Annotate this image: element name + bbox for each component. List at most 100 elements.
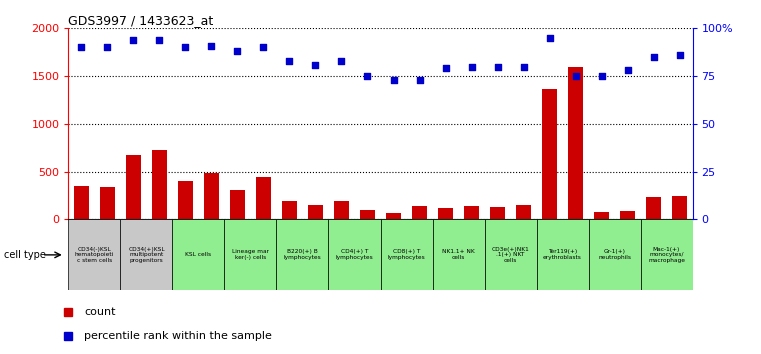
Text: Mac-1(+)
monocytes/
macrophage: Mac-1(+) monocytes/ macrophage [648, 247, 685, 263]
Text: GSM686648: GSM686648 [389, 219, 398, 261]
Bar [329, 219, 380, 290]
Point [231, 48, 244, 54]
Bar [537, 219, 588, 290]
Point [180, 45, 192, 50]
Bar [224, 219, 276, 290]
Text: GSM686654: GSM686654 [545, 219, 554, 261]
Point [492, 64, 504, 69]
Bar [463, 206, 479, 219]
Point [673, 52, 686, 58]
Point [387, 77, 400, 83]
Point [648, 54, 660, 60]
Point [283, 58, 295, 64]
Point [75, 45, 88, 50]
Bar [204, 173, 219, 219]
Point [466, 64, 478, 69]
Bar [542, 90, 557, 219]
Text: Lineage mar
ker(-) cells: Lineage mar ker(-) cells [232, 250, 269, 260]
Bar [333, 201, 349, 219]
Bar [178, 181, 193, 219]
Bar [588, 219, 641, 290]
Text: GSM686653: GSM686653 [519, 219, 528, 261]
Text: GSM686646: GSM686646 [337, 219, 346, 261]
Text: GSM686641: GSM686641 [207, 219, 216, 261]
Bar [100, 187, 116, 219]
Text: GDS3997 / 1433623_at: GDS3997 / 1433623_at [68, 14, 214, 27]
Bar [568, 67, 584, 219]
Text: B220(+) B
lymphocytes: B220(+) B lymphocytes [284, 250, 321, 260]
Text: GSM686645: GSM686645 [311, 219, 320, 261]
Point [595, 73, 607, 79]
Text: GSM686644: GSM686644 [285, 219, 294, 261]
Text: GSM686638: GSM686638 [129, 219, 138, 261]
Bar [432, 219, 485, 290]
Bar [619, 211, 635, 219]
Point [205, 43, 218, 48]
Text: GSM686656: GSM686656 [597, 219, 606, 261]
Bar [412, 206, 428, 219]
Text: Gr-1(+)
neutrophils: Gr-1(+) neutrophils [598, 250, 631, 260]
Text: GSM686637: GSM686637 [103, 219, 112, 261]
Bar [490, 207, 505, 219]
Point [310, 62, 322, 68]
Text: count: count [84, 307, 116, 317]
Point [517, 64, 530, 69]
Text: GSM686636: GSM686636 [77, 219, 86, 261]
Text: GSM686657: GSM686657 [623, 219, 632, 261]
Text: GSM686640: GSM686640 [181, 219, 190, 261]
Bar [307, 205, 323, 219]
Bar [120, 219, 173, 290]
Point [439, 65, 451, 71]
Point [336, 58, 348, 64]
Point [622, 68, 634, 73]
Text: GSM686651: GSM686651 [467, 219, 476, 261]
Point [569, 73, 581, 79]
Text: GSM686658: GSM686658 [649, 219, 658, 261]
Text: CD3e(+)NK1
.1(+) NKT
cells: CD3e(+)NK1 .1(+) NKT cells [492, 247, 530, 263]
Point [361, 73, 374, 79]
Text: NK1.1+ NK
cells: NK1.1+ NK cells [442, 250, 475, 260]
Bar [74, 186, 89, 219]
Text: GSM686639: GSM686639 [155, 219, 164, 261]
Bar [173, 219, 224, 290]
Bar [380, 219, 432, 290]
Point [543, 35, 556, 41]
Text: GSM686643: GSM686643 [259, 219, 268, 261]
Text: GSM686652: GSM686652 [493, 219, 502, 261]
Bar [645, 198, 661, 219]
Text: CD34(+)KSL
multipotent
progenitors: CD34(+)KSL multipotent progenitors [128, 247, 165, 263]
Bar [126, 155, 142, 219]
Bar [594, 212, 610, 219]
Text: GSM686659: GSM686659 [675, 219, 684, 261]
Bar [282, 201, 298, 219]
Text: CD8(+) T
lymphocytes: CD8(+) T lymphocytes [387, 250, 425, 260]
Bar [276, 219, 329, 290]
Text: GSM686649: GSM686649 [415, 219, 424, 261]
Bar [151, 150, 167, 219]
Text: Ter119(+)
erythroblasts: Ter119(+) erythroblasts [543, 250, 582, 260]
Text: GSM686650: GSM686650 [441, 219, 450, 261]
Bar [516, 205, 531, 219]
Text: GSM686642: GSM686642 [233, 219, 242, 261]
Text: cell type: cell type [4, 250, 46, 260]
Point [154, 37, 166, 42]
Bar [485, 219, 537, 290]
Bar [672, 195, 687, 219]
Point [413, 77, 425, 83]
Bar [438, 209, 454, 219]
Text: KSL cells: KSL cells [186, 252, 212, 257]
Bar [386, 213, 401, 219]
Text: CD4(+) T
lymphocytes: CD4(+) T lymphocytes [336, 250, 374, 260]
Text: percentile rank within the sample: percentile rank within the sample [84, 331, 272, 341]
Bar [256, 177, 271, 219]
Point [101, 45, 113, 50]
Bar [68, 219, 120, 290]
Point [257, 45, 269, 50]
Text: GSM686655: GSM686655 [571, 219, 580, 261]
Bar [360, 210, 375, 219]
Text: GSM686647: GSM686647 [363, 219, 372, 261]
Point [127, 37, 139, 42]
Bar [230, 190, 245, 219]
Bar [641, 219, 693, 290]
Text: CD34(-)KSL
hematopoieti
c stem cells: CD34(-)KSL hematopoieti c stem cells [75, 247, 114, 263]
